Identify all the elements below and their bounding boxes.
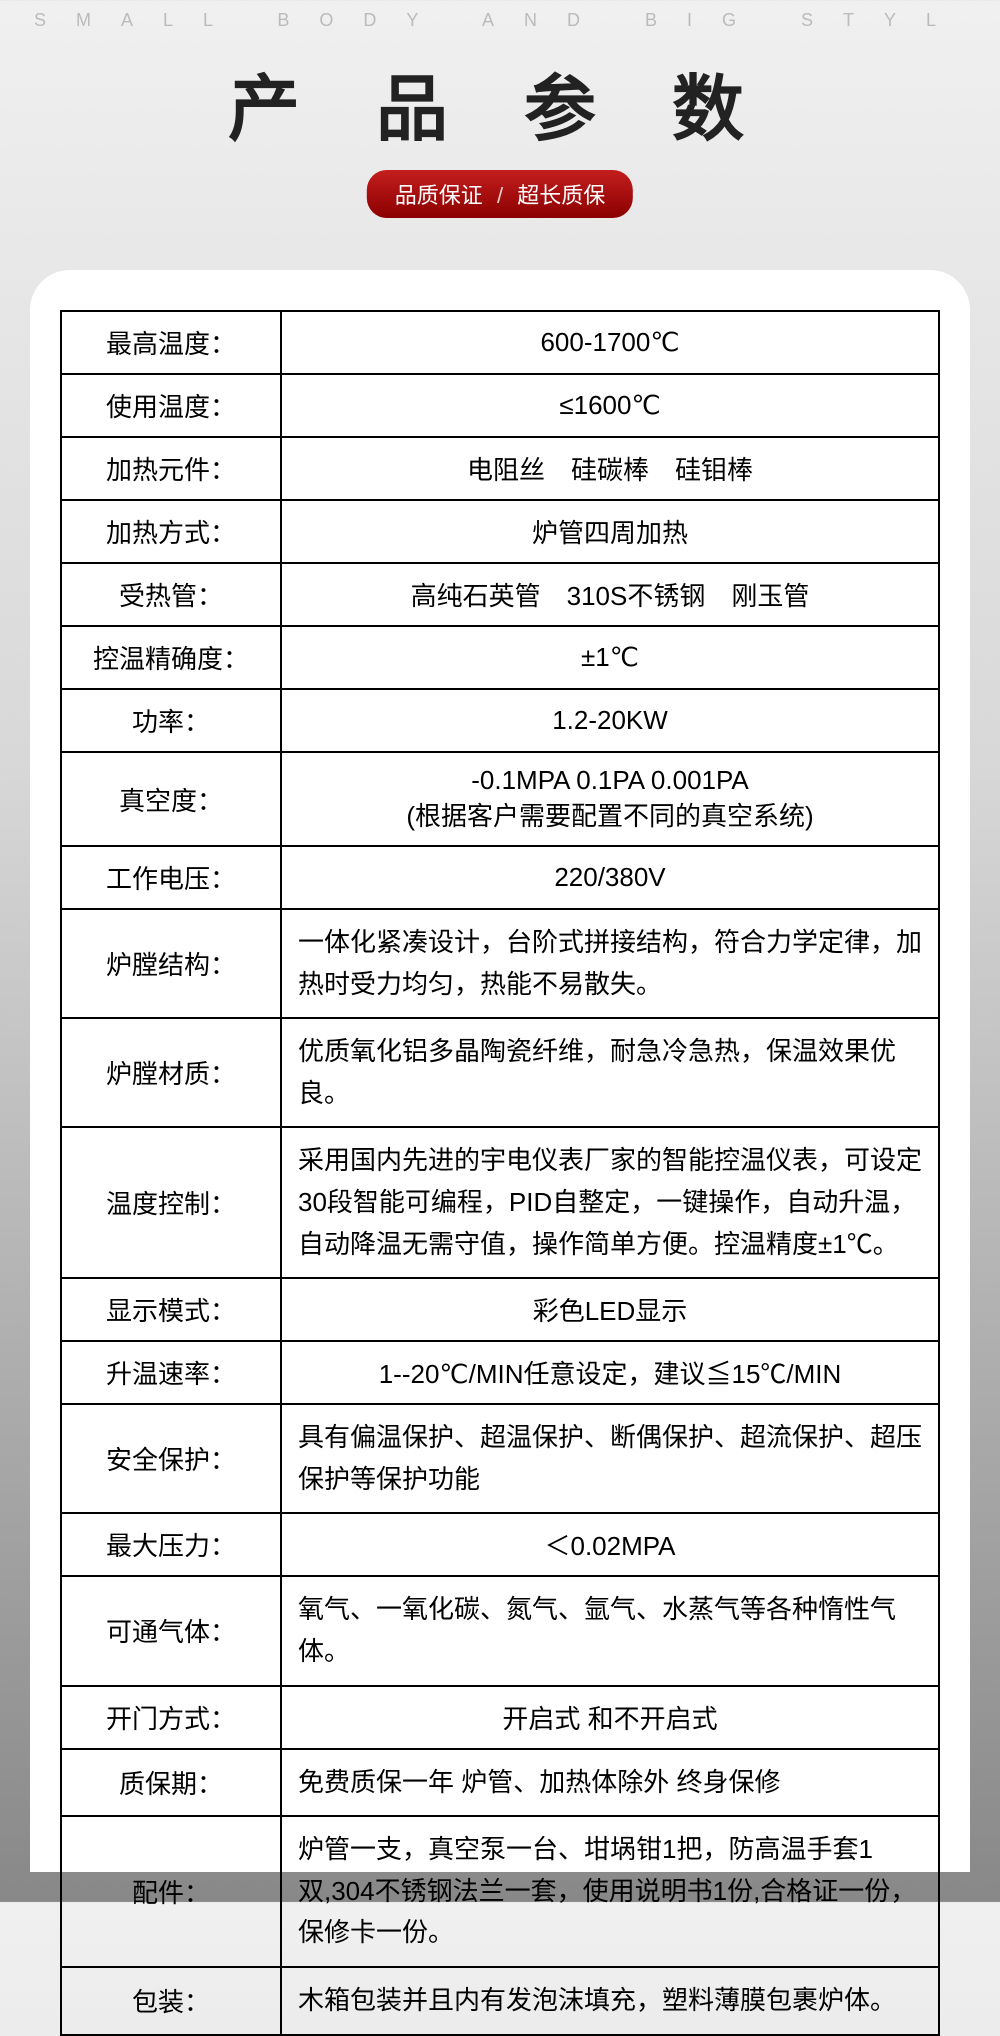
spec-value: 开启式 和不开启式 — [281, 1686, 939, 1749]
table-row: 安全保护：具有偏温保护、超温保护、断偶保护、超流保护、超压保护等保护功能 — [61, 1404, 939, 1513]
spec-label: 控温精确度： — [61, 626, 281, 689]
badge-left: 品质保证 — [395, 183, 483, 208]
table-row: 质保期：免费质保一年 炉管、加热体除外 终身保修 — [61, 1749, 939, 1817]
table-row: 使用温度：≤1600℃ — [61, 374, 939, 437]
specs-table: 最高温度：600-1700℃使用温度：≤1600℃加热元件：电阻丝 硅碳棒 硅钼… — [60, 310, 940, 2036]
specs-card: 最高温度：600-1700℃使用温度：≤1600℃加热元件：电阻丝 硅碳棒 硅钼… — [30, 270, 970, 1872]
spec-value: 免费质保一年 炉管、加热体除外 终身保修 — [281, 1749, 939, 1817]
spec-label: 使用温度： — [61, 374, 281, 437]
table-row: 升温速率：1--20℃/MIN任意设定，建议≦15℃/MIN — [61, 1341, 939, 1404]
spec-value: 600-1700℃ — [281, 311, 939, 374]
spec-value: ＜0.02MPA — [281, 1513, 939, 1576]
spec-label: 受热管： — [61, 563, 281, 626]
table-row: 功率：1.2-20KW — [61, 689, 939, 752]
spec-label: 炉膛结构： — [61, 909, 281, 1018]
page-title: 产 品 参 数 — [0, 50, 1000, 155]
table-row: 显示模式：彩色LED显示 — [61, 1278, 939, 1341]
decor-top-text: SMALL BODY AND BIG STYL — [0, 10, 1000, 31]
table-row: 炉膛材质：优质氧化铝多晶陶瓷纤维，耐急冷急热，保温效果优良。 — [61, 1018, 939, 1127]
spec-value: 1--20℃/MIN任意设定，建议≦15℃/MIN — [281, 1341, 939, 1404]
table-row: 配件：炉管一支，真空泵一台、坩埚钳1把，防高温手套1双,304不锈钢法兰一套，使… — [61, 1816, 939, 1967]
spec-value: 一体化紧凑设计，台阶式拼接结构，符合力学定律，加热时受力均匀，热能不易散失。 — [281, 909, 939, 1018]
table-row: 炉膛结构：一体化紧凑设计，台阶式拼接结构，符合力学定律，加热时受力均匀，热能不易… — [61, 909, 939, 1018]
spec-value: 木箱包装并且内有发泡沫填充，塑料薄膜包裹炉体。 — [281, 1967, 939, 2035]
spec-value: 电阻丝 硅碳棒 硅钼棒 — [281, 437, 939, 500]
spec-value: 具有偏温保护、超温保护、断偶保护、超流保护、超压保护等保护功能 — [281, 1404, 939, 1513]
spec-label: 功率： — [61, 689, 281, 752]
spec-label: 安全保护： — [61, 1404, 281, 1513]
spec-label: 最高温度： — [61, 311, 281, 374]
spec-label: 显示模式： — [61, 1278, 281, 1341]
spec-label: 工作电压： — [61, 846, 281, 909]
table-row: 工作电压：220/380V — [61, 846, 939, 909]
table-row: 开门方式：开启式 和不开启式 — [61, 1686, 939, 1749]
spec-value: 高纯石英管 310S不锈钢 刚玉管 — [281, 563, 939, 626]
spec-value: 炉管四周加热 — [281, 500, 939, 563]
table-row: 最高温度：600-1700℃ — [61, 311, 939, 374]
spec-label: 真空度： — [61, 752, 281, 846]
spec-label: 炉膛材质： — [61, 1018, 281, 1127]
spec-value: 氧气、一氧化碳、氮气、氩气、水蒸气等各种惰性气体。 — [281, 1576, 939, 1685]
table-row: 真空度：-0.1MPA 0.1PA 0.001PA (根据客户需要配置不同的真空… — [61, 752, 939, 846]
table-row: 加热元件：电阻丝 硅碳棒 硅钼棒 — [61, 437, 939, 500]
table-row: 最大压力：＜0.02MPA — [61, 1513, 939, 1576]
spec-label: 包装： — [61, 1967, 281, 2035]
table-row: 包装：木箱包装并且内有发泡沫填充，塑料薄膜包裹炉体。 — [61, 1967, 939, 2035]
spec-label: 配件： — [61, 1816, 281, 1967]
spec-value: ±1℃ — [281, 626, 939, 689]
table-row: 加热方式：炉管四周加热 — [61, 500, 939, 563]
spec-label: 可通气体： — [61, 1576, 281, 1685]
table-row: 受热管：高纯石英管 310S不锈钢 刚玉管 — [61, 563, 939, 626]
spec-value: 炉管一支，真空泵一台、坩埚钳1把，防高温手套1双,304不锈钢法兰一套，使用说明… — [281, 1816, 939, 1967]
table-row: 可通气体：氧气、一氧化碳、氮气、氩气、水蒸气等各种惰性气体。 — [61, 1576, 939, 1685]
badge-sep: / — [497, 183, 503, 208]
spec-value: 优质氧化铝多晶陶瓷纤维，耐急冷急热，保温效果优良。 — [281, 1018, 939, 1127]
spec-value: 220/380V — [281, 846, 939, 909]
badge-right: 超长质保 — [517, 183, 605, 208]
spec-value: 彩色LED显示 — [281, 1278, 939, 1341]
spec-value: 1.2-20KW — [281, 689, 939, 752]
spec-label: 温度控制： — [61, 1127, 281, 1278]
spec-value: 采用国内先进的宇电仪表厂家的智能控温仪表，可设定30段智能可编程，PID自整定，… — [281, 1127, 939, 1278]
table-row: 控温精确度：±1℃ — [61, 626, 939, 689]
spec-label: 质保期： — [61, 1749, 281, 1817]
spec-label: 加热方式： — [61, 500, 281, 563]
spec-label: 最大压力： — [61, 1513, 281, 1576]
table-row: 温度控制：采用国内先进的宇电仪表厂家的智能控温仪表，可设定30段智能可编程，PI… — [61, 1127, 939, 1278]
spec-label: 开门方式： — [61, 1686, 281, 1749]
spec-value: -0.1MPA 0.1PA 0.001PA (根据客户需要配置不同的真空系统) — [281, 752, 939, 846]
quality-badge: 品质保证 / 超长质保 — [367, 170, 633, 218]
spec-value: ≤1600℃ — [281, 374, 939, 437]
spec-label: 加热元件： — [61, 437, 281, 500]
spec-label: 升温速率： — [61, 1341, 281, 1404]
